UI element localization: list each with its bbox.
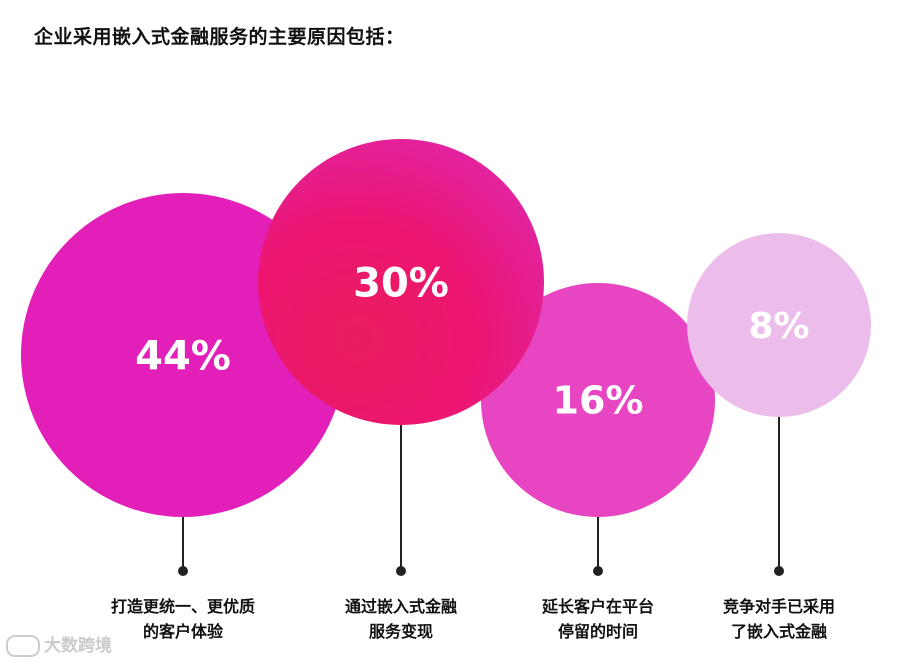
category-label: 竞争对手已采用 [723, 597, 835, 616]
watermark-text: 大数跨境 [44, 636, 112, 656]
value-label: 30% [353, 260, 449, 306]
leader-dot [396, 566, 406, 576]
watermark-icon [6, 635, 40, 657]
page-title: 企业采用嵌入式金融服务的主要原因包括： [34, 26, 405, 48]
category-label: 停留的时间 [558, 622, 638, 641]
category-label: 打造更统一、更优质 [111, 597, 255, 616]
category-label: 的客户体验 [143, 622, 224, 641]
category-label: 服务变现 [369, 622, 433, 641]
bubble [258, 139, 544, 425]
leader-dot [178, 566, 188, 576]
value-label: 8% [748, 306, 809, 347]
category-label: 通过嵌入式金融 [345, 597, 457, 616]
value-label: 44% [135, 333, 231, 379]
leader-dot [593, 566, 603, 576]
bubble [687, 233, 871, 417]
category-label: 了嵌入式金融 [731, 622, 827, 641]
bubble [481, 283, 715, 517]
watermark-logo: 大数跨境 [6, 631, 112, 657]
value-label: 16% [553, 379, 644, 423]
category-label: 延长客户在平台 [541, 597, 654, 616]
leader-dot [774, 566, 784, 576]
